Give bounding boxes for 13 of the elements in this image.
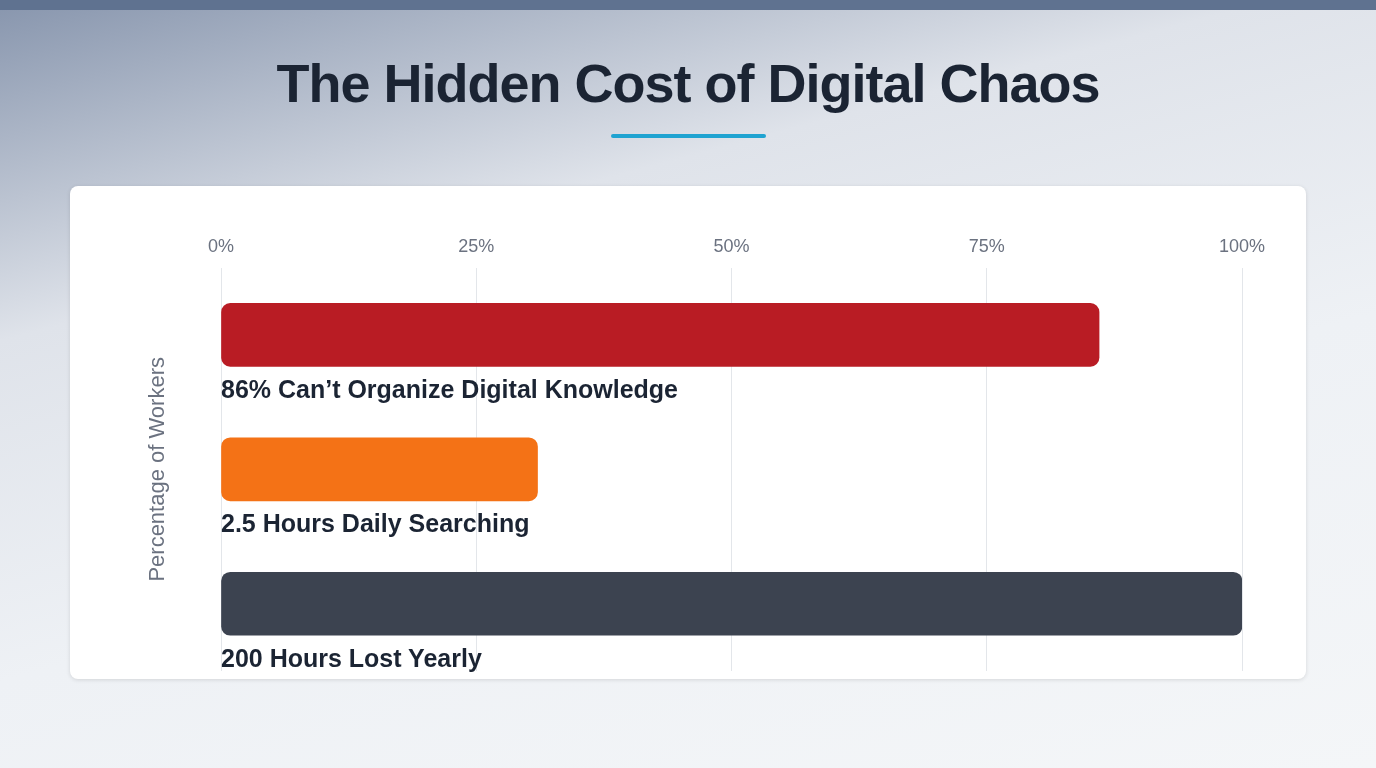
- bar: [221, 303, 1100, 367]
- x-tick-label: 0%: [207, 235, 235, 256]
- y-tick-label: 2.5 Hours Daily Searching: [221, 509, 530, 538]
- x-tick-label: 100%: [1218, 235, 1266, 256]
- y-tick-label: 200 Hours Lost Yearly: [221, 643, 482, 672]
- x-tick-label: 50%: [713, 235, 750, 256]
- bar: [221, 437, 538, 502]
- chart-title: The Hidden Cost of Digital Chaos: [275, 52, 1101, 114]
- x-tick-label: 75%: [968, 235, 1005, 256]
- y-tick-label: 86% Can’t Organize Digital Knowledge: [221, 374, 679, 403]
- y-axis-title: Percentage of Workers: [144, 357, 170, 582]
- bar: [221, 571, 1242, 636]
- x-tick-label: 25%: [458, 235, 495, 256]
